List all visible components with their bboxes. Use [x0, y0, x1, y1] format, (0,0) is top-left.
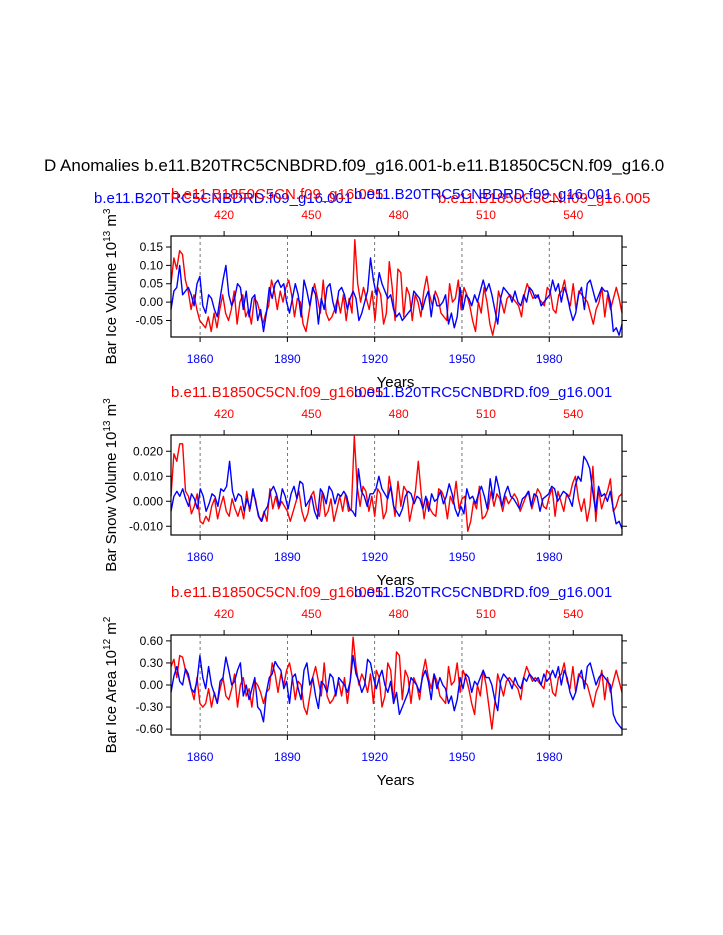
panel3-x-tick-label-3: 1950 [449, 750, 476, 764]
panel3-y-tick-label-1: 0.30 [140, 656, 164, 670]
panel2-top-tick-label-0: 420 [214, 407, 234, 421]
panel1-x-tick-label-3: 1950 [449, 352, 476, 366]
panel2-y-tick-label-2: 0.000 [133, 494, 163, 508]
panel1-top-tick-label-4: 540 [563, 208, 583, 222]
panel1-y-tick-label-2: 0.05 [140, 277, 164, 291]
panel1-top-tick-label-0: 420 [214, 208, 234, 222]
panel3-x-tick-label-0: 1860 [187, 750, 214, 764]
panel3-series-blue-line [170, 654, 623, 730]
panel3-top-label-blue: b.e11.B20TRC5CNBDRD.f09_g16.001 [354, 584, 612, 601]
page-title: D Anomalies b.e11.B20TRC5CNBDRD.f09_g16.… [44, 156, 665, 175]
panel1-x-tick-label-2: 1920 [361, 352, 388, 366]
panel1-y-tick-label-3: 0.00 [140, 295, 164, 309]
panel3-y-tick-label-4: -0.60 [136, 722, 164, 736]
panel2-x-tick-label-0: 1860 [187, 550, 214, 564]
panel2-x-tick-label-3: 1950 [449, 550, 476, 564]
panel3-top-tick-label-2: 480 [389, 607, 409, 621]
panel1-x-tick-label-0: 1860 [187, 352, 214, 366]
panel1-top-tick-label-1: 450 [301, 208, 321, 222]
panel3-top-tick-label-1: 450 [301, 607, 321, 621]
panel3-y-tick-label-2: 0.00 [140, 678, 164, 692]
panel3-x-tick-label-2: 1920 [361, 750, 388, 764]
panel3-top-tick-label-4: 540 [563, 607, 583, 621]
panel1-top-label-red: b.e11.B1850C5CN.f09_g16.005 [171, 186, 383, 203]
panel2-series-red-line [170, 435, 623, 532]
panel2-series-blue-line [170, 455, 623, 530]
panel2-top-tick-label-1: 450 [301, 407, 321, 421]
panel1-top-tick-label-3: 510 [476, 208, 496, 222]
panel2-x-axis-label: Years [377, 572, 415, 589]
panel2-plot-frame [170, 434, 623, 536]
panel2-y-tick-label-1: 0.010 [133, 469, 163, 483]
panel2-y-axis-label: Bar Snow Volume 1013 m3 [102, 398, 120, 572]
panel3-y-tick-label-3: -0.30 [136, 700, 164, 714]
panel3-series-red-line [170, 636, 623, 730]
panel2-y-tick-label-0: 0.020 [133, 444, 163, 458]
panel3-y-tick-label-0: 0.60 [140, 634, 164, 648]
panel3-top-tick-label-0: 420 [214, 607, 234, 621]
panel3-plot-frame [170, 634, 623, 736]
panel1-plot-frame [170, 235, 623, 338]
panel2-y-tick-label-3: -0.010 [129, 519, 163, 533]
panel2-x-tick-label-1: 1890 [274, 550, 301, 564]
panel1-series-blue-line [170, 257, 623, 336]
legend-red-run: b.e11.B1850C5CN.f09_g16.005 [438, 190, 651, 207]
panel2-top-label-blue: b.e11.B20TRC5CNBDRD.f09_g16.001 [354, 384, 612, 401]
panel2-top-label-red: b.e11.B1850C5CN.f09_g16.005 [171, 384, 383, 401]
panel2-top-tick-label-4: 540 [563, 407, 583, 421]
panel1-y-tick-label-1: 0.10 [140, 258, 164, 272]
panel3-x-tick-label-1: 1890 [274, 750, 301, 764]
panel1-x-tick-label-4: 1980 [536, 352, 563, 366]
panel1-top-tick-label-2: 480 [389, 208, 409, 222]
panel1-x-tick-label-1: 1890 [274, 352, 301, 366]
panel1-y-tick-label-0: 0.15 [140, 240, 164, 254]
panel3-top-tick-label-3: 510 [476, 607, 496, 621]
panel1-y-axis-label: Bar Ice Volume 1013 m3 [102, 208, 120, 364]
panel2-top-tick-label-3: 510 [476, 407, 496, 421]
panel2-x-tick-label-4: 1980 [536, 550, 563, 564]
panel3-top-label-red: b.e11.B1850C5CN.f09_g16.005 [171, 584, 383, 601]
panel1-x-axis-label: Years [377, 374, 415, 391]
panel1-series-red-line [170, 238, 623, 336]
panel1-y-tick-label-4: -0.05 [136, 313, 164, 327]
legend-blue-run: b.e11.B20TRC5CNBDRD.f09_g16.001 [94, 190, 353, 207]
panel3-x-tick-label-4: 1980 [536, 750, 563, 764]
panel3-y-axis-label: Bar Ice Area 1012 m2 [102, 616, 120, 753]
panel1-top-label-blue: b.e11.B20TRC5CNBDRD.f09_g16.001 [354, 186, 612, 203]
panel2-top-tick-label-2: 480 [389, 407, 409, 421]
panel2-x-tick-label-2: 1920 [361, 550, 388, 564]
panel3-x-axis-label: Years [377, 772, 415, 789]
